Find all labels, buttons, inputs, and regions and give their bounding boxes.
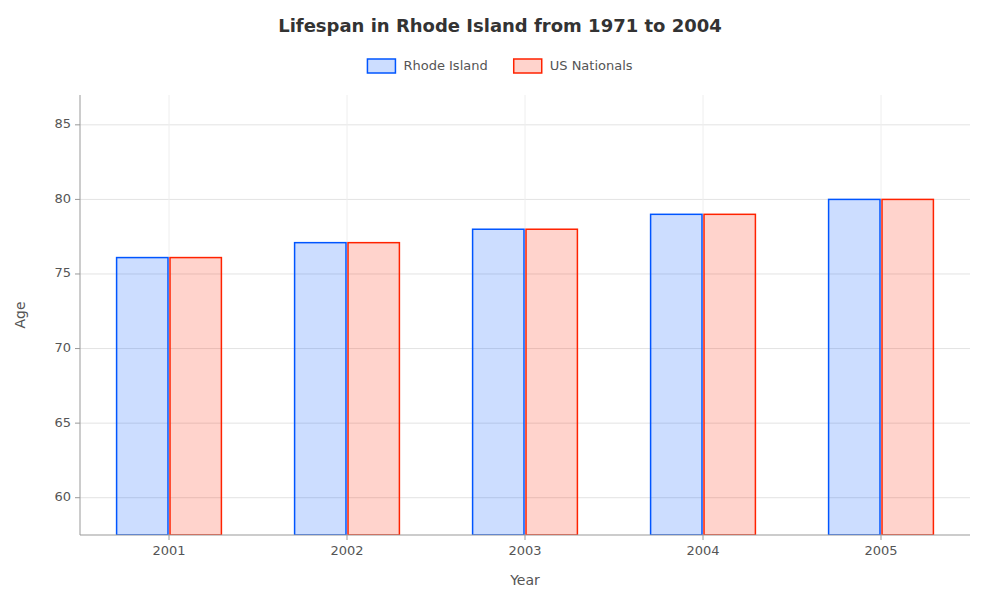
legend: Rhode Island US Nationals (367, 58, 632, 74)
y-tick-label: 80 (54, 191, 71, 206)
x-tick-label: 2001 (152, 543, 185, 558)
bar (704, 214, 755, 535)
y-tick (75, 273, 80, 274)
legend-label: US Nationals (550, 58, 633, 73)
bars (117, 199, 934, 535)
bar (882, 199, 933, 535)
x-tick (169, 535, 170, 540)
x-tick (347, 535, 348, 540)
y-tick-label: 65 (54, 415, 71, 430)
chart-title: Lifespan in Rhode Island from 1971 to 20… (278, 15, 722, 36)
bar (348, 243, 399, 535)
chart-container: 60 65 70 75 80 85 2001 2002 2003 2004 2005 Year Age L… (0, 0, 1000, 600)
x-tick-label: 2002 (330, 543, 363, 558)
bar (829, 199, 880, 535)
chart-svg: 60 65 70 75 80 85 2001 2002 2003 2004 2005 Year Age L… (0, 0, 1000, 600)
x-tick-label: 2005 (864, 543, 897, 558)
y-axis-line (80, 95, 81, 535)
bar (295, 243, 346, 535)
bar (651, 214, 702, 535)
y-tick-label: 85 (54, 116, 71, 131)
y-tick-label: 60 (54, 489, 71, 504)
grid (80, 95, 970, 535)
x-tick-label: 2003 (508, 543, 541, 558)
x-tick (525, 535, 526, 540)
axes: 60 65 70 75 80 85 2001 2002 2003 2004 2005 (54, 95, 970, 558)
y-tick (75, 199, 80, 200)
legend-swatch (367, 59, 395, 73)
y-tick-label: 70 (54, 340, 71, 355)
y-tick (75, 497, 80, 498)
y-tick (75, 124, 80, 125)
y-tick (75, 423, 80, 424)
y-tick (75, 348, 80, 349)
bar (526, 229, 577, 535)
legend-swatch (514, 59, 542, 73)
legend-item: US Nationals (514, 58, 633, 74)
bar (170, 258, 221, 535)
legend-item: Rhode Island (367, 58, 487, 74)
legend-label: Rhode Island (403, 58, 487, 73)
y-axis-label: Age (12, 301, 28, 328)
x-tick (881, 535, 882, 540)
x-axis-label: Year (509, 572, 540, 588)
x-tick-label: 2004 (686, 543, 719, 558)
bar (117, 258, 168, 535)
y-tick-label: 75 (54, 265, 71, 280)
x-tick (703, 535, 704, 540)
bar (473, 229, 524, 535)
